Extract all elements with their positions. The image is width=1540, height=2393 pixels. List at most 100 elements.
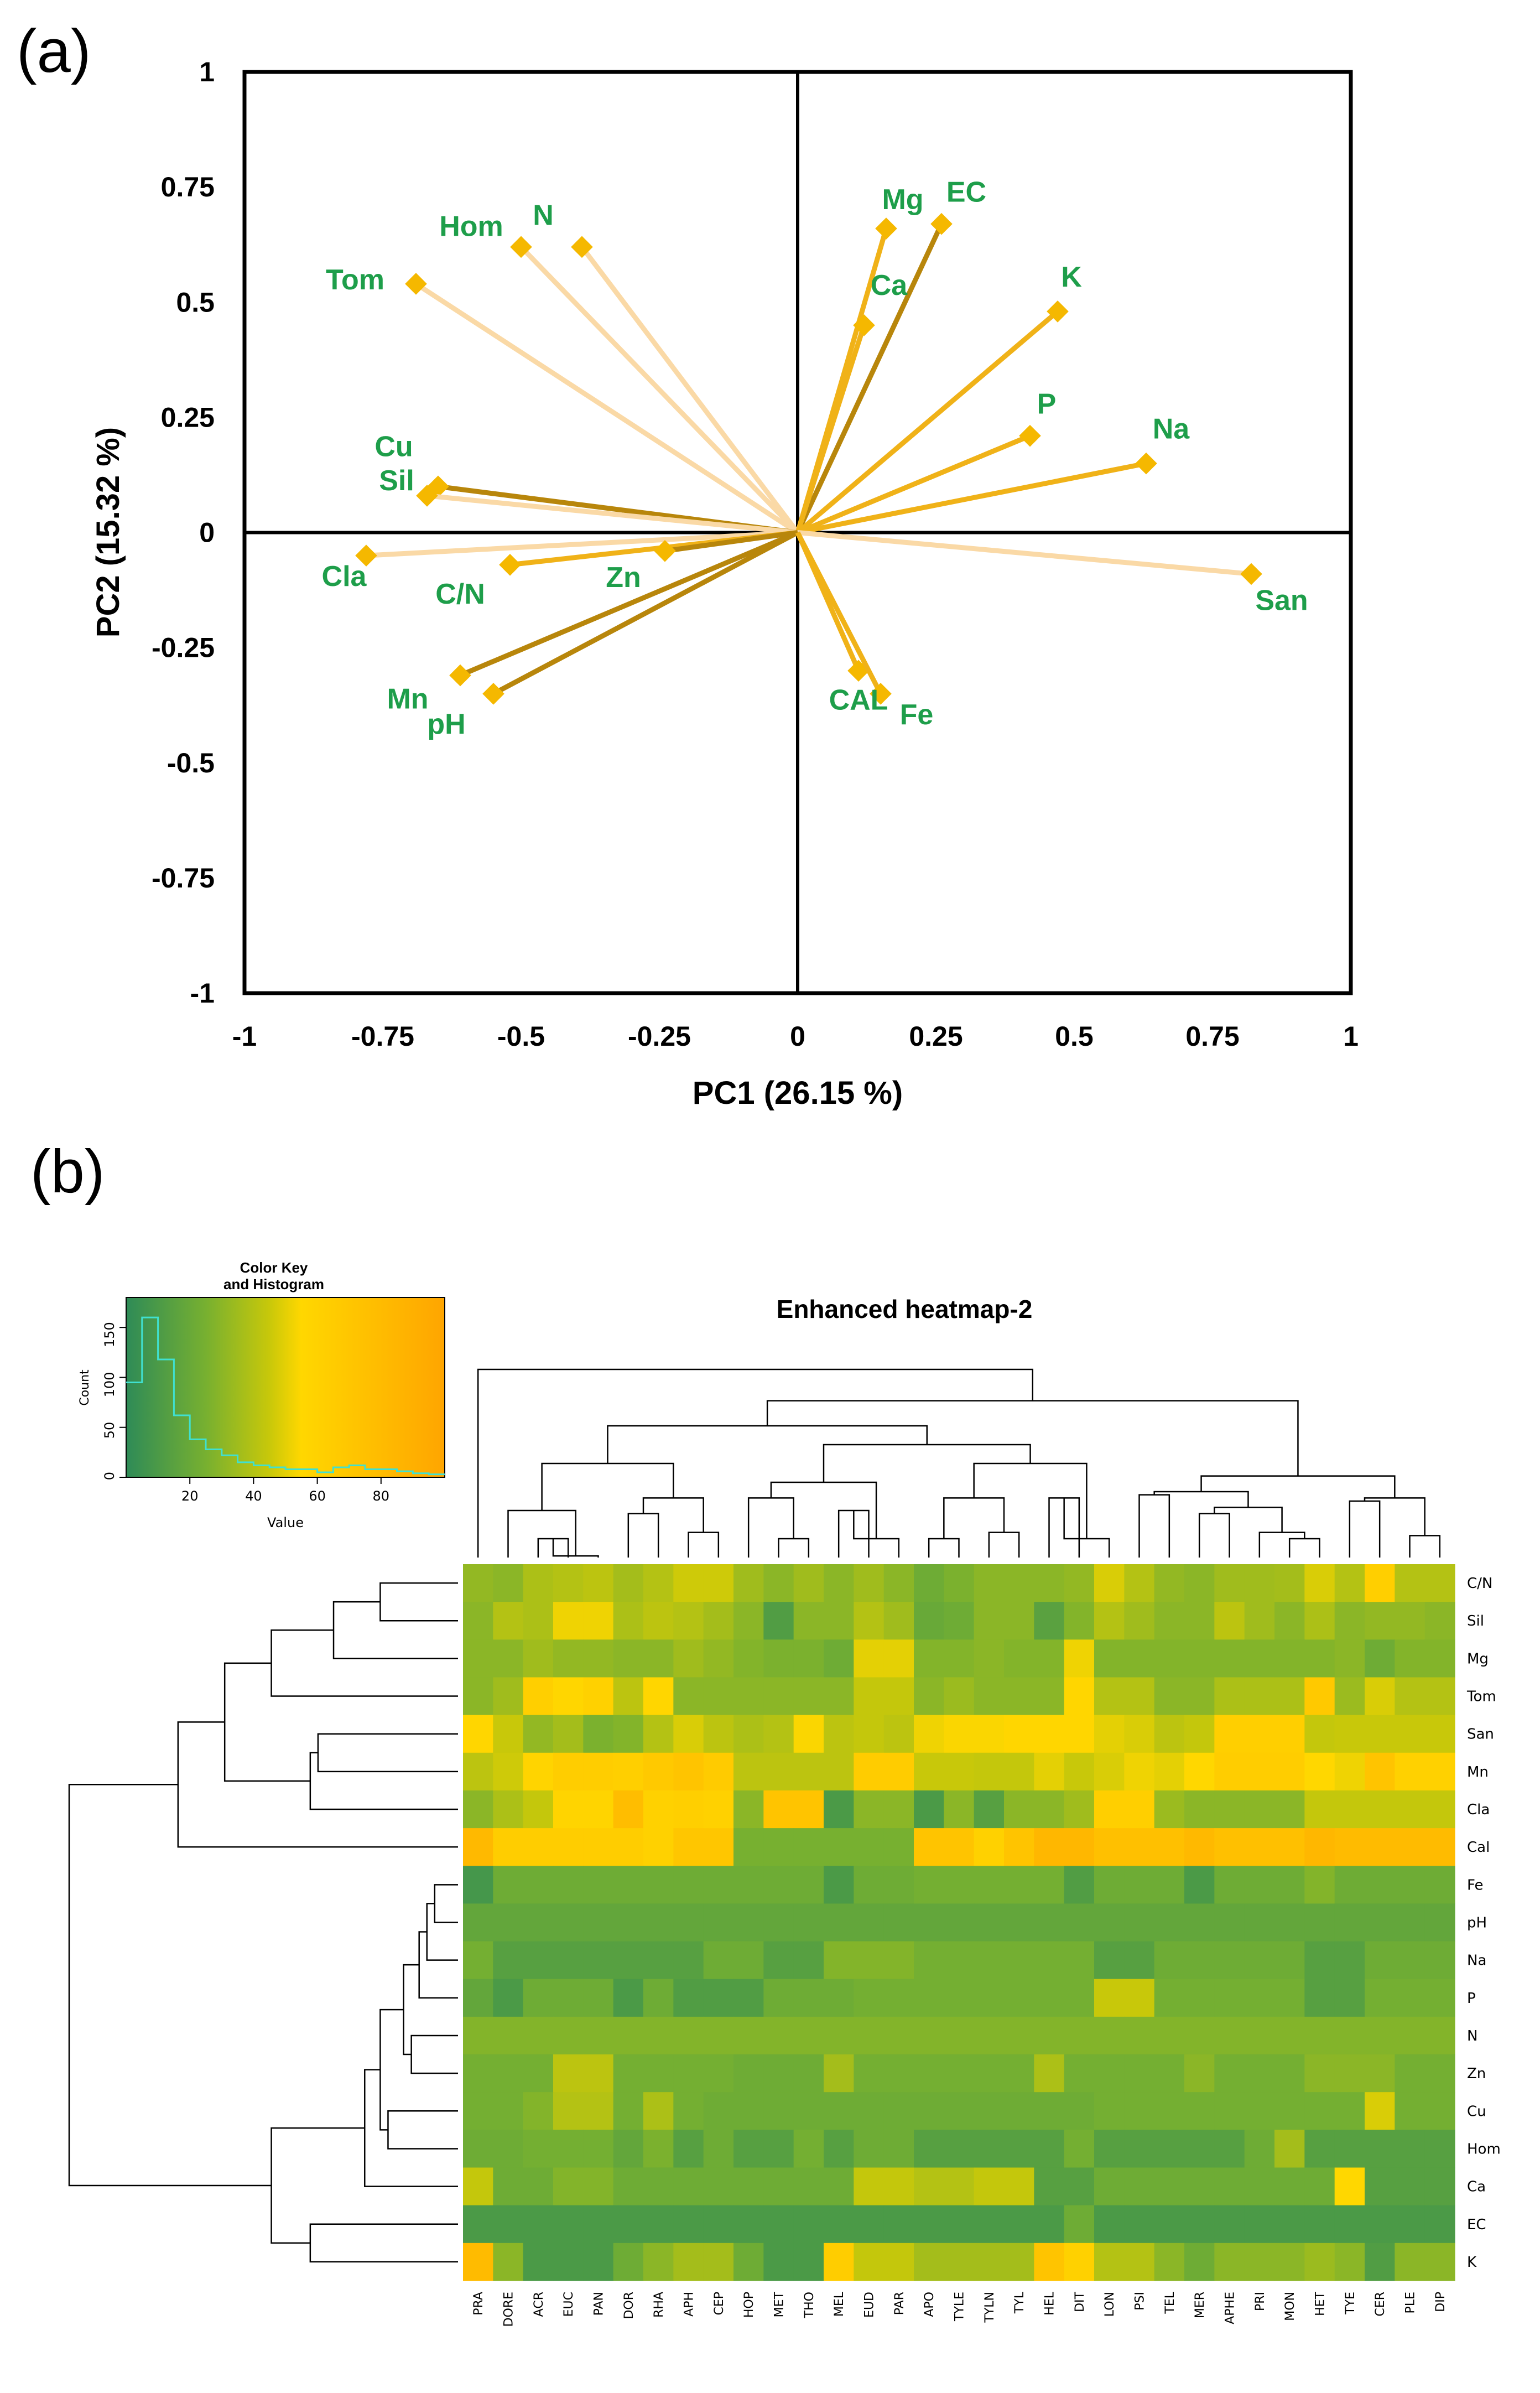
heatmap-cell [1365,1828,1395,1866]
dendrogram-branch [766,1400,1299,1476]
x-axis-title: PC1 (26.15 %) [693,1075,903,1111]
heatmap-cell [493,2054,524,2093]
vector-san [797,530,1252,577]
row-label: Zn [1467,2065,1486,2082]
heatmap-cell [1365,1866,1395,1904]
heatmap-cell [1395,2167,1425,2206]
heatmap-cell [1034,1828,1065,1866]
heatmap-cell [1004,1752,1034,1791]
heatmap-cell [1214,1677,1245,1716]
heatmap-cell [703,1752,734,1791]
heatmap-cell [583,1903,614,1942]
heatmap-cell [1365,2054,1395,2093]
heatmap-cell [1244,1752,1275,1791]
heatmap-cell [1124,1752,1155,1791]
heatmap-cell [493,1602,524,1640]
row-label: EC [1467,2216,1486,2233]
heatmap-cell [523,1715,554,1753]
heatmap-cell [914,2016,944,2055]
heatmap-cell [1154,1602,1185,1640]
dendrogram-branch [270,1629,458,1697]
dendrogram-branch [688,1532,720,1558]
heatmap-cell [1004,1903,1034,1942]
heatmap-cell [613,2016,644,2055]
heatmap-cell [883,1602,914,1640]
column-label: DIT [1073,2291,1087,2312]
vector-label: Sil [379,465,414,497]
row-label: C/N [1467,1575,1492,1592]
heatmap-cell [1004,2167,1034,2206]
color-key-title-line2: and Histogram [223,1276,324,1292]
heatmap-cell [1184,2054,1215,2093]
vector-tom [414,282,799,535]
row-label: Ca [1467,2179,1486,2195]
heatmap-cell [1274,1715,1305,1753]
x-tick-label: 0.5 [1055,1021,1094,1052]
heatmap-cell [523,2243,554,2281]
heatmap-cell [1064,1602,1095,1640]
heatmap-cell [883,2205,914,2244]
heatmap-cell [944,1677,975,1716]
heatmap-cell [854,1715,885,1753]
heatmap-cell [463,1828,493,1866]
heatmap-cell [974,1715,1005,1753]
heatmap-cell [793,1639,824,1678]
heatmap-cell [1214,1941,1245,1980]
heatmap-cell [703,2167,734,2206]
heatmap-cell [824,1564,854,1602]
heatmap-cell [1244,2016,1275,2055]
heatmap-cell [1304,1677,1335,1716]
column-label: ACR [532,2292,546,2317]
heatmap-cell [854,1790,885,1829]
column-label: TYLE [953,2292,967,2322]
heatmap-cell [583,2054,614,2093]
heatmap-cell [1184,2130,1215,2168]
heatmap-cell [1424,2167,1455,2206]
heatmap-cell [1154,1677,1185,1716]
heatmap-cell [914,1790,944,1829]
heatmap-cell [944,2130,975,2168]
heatmap-cell [703,1979,734,2017]
heatmap-cell [1304,2092,1335,2130]
heatmap-cell [763,1639,794,1678]
heatmap-cell [463,2016,493,2055]
heatmap-cell [1124,1941,1155,1980]
heatmap-cell [1184,2092,1215,2130]
heatmap-cell [944,2243,975,2281]
heatmap-cell [523,1677,554,1716]
heatmap-cell [854,1979,885,2017]
column-label: MEL [833,2291,846,2317]
row-dendrogram [68,1582,458,2263]
heatmap-cell [763,2243,794,2281]
heatmap-cell [914,1979,944,2017]
heatmap-cell [854,1828,885,1866]
heatmap-cell [1424,1602,1455,1640]
heatmap-cell [974,1903,1005,1942]
heatmap-cell [1244,2054,1275,2093]
heatmap-cell [1124,2167,1155,2206]
heatmap-cell [583,1564,614,1602]
heatmap-cell [553,1828,584,1866]
heatmap-cell [1274,1752,1305,1791]
heatmap-cell [1274,2092,1305,2130]
heatmap-cell [1004,2205,1034,2244]
heatmap-cells [463,1564,1455,2281]
heatmap-cell [493,1564,524,1602]
heatmap-cell [1274,1828,1305,1866]
vector-marker-na [1135,452,1157,475]
heatmap-cell [1304,2243,1335,2281]
color-key-gradient [126,1297,445,1477]
dendrogram-branch [364,2069,458,2187]
heatmap-cell [1184,1903,1215,1942]
heatmap-cell [1244,1564,1275,1602]
column-label: EUD [863,2292,877,2318]
heatmap-cell [703,1828,734,1866]
y-tick-label: -1 [190,978,215,1009]
heatmap-cell [1184,2243,1215,2281]
y-tick-labels: 1 0.75 0.5 0.25 0 -0.25 -0.5 -0.75 -1 [152,56,215,1009]
column-label: PAN [592,2292,606,2316]
heatmap-cell [974,1941,1005,1980]
heatmap-cell [673,1677,704,1716]
